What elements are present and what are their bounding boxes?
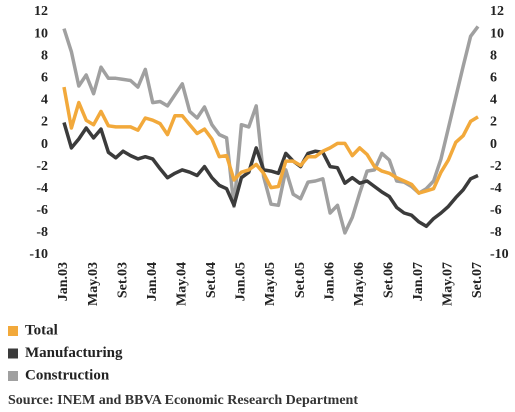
y2-tick-label: 8	[490, 48, 497, 63]
y-tick-label: 4	[41, 93, 48, 108]
y2-tick-label: 10	[490, 26, 504, 41]
x-tick-label: Jan.03	[56, 262, 71, 301]
legend-swatch	[8, 371, 18, 381]
y2-tick-label: -10	[490, 247, 509, 262]
legend: Total Manufacturing Construction	[8, 322, 123, 383]
series-line	[62, 25, 480, 235]
series-line	[62, 86, 479, 195]
x-tick-label: Set.04	[204, 262, 219, 298]
y-tick-label: -8	[36, 225, 48, 240]
y2-tick-label: 6	[490, 70, 497, 85]
x-tick-label: May.03	[86, 262, 101, 306]
y-tick-label: 0	[41, 137, 48, 152]
x-tick-label: Set.05	[293, 262, 308, 298]
x-tick-label: Jan.04	[145, 262, 160, 301]
x-tick-label: Set.07	[470, 262, 485, 298]
x-tick-label: May.04	[175, 262, 190, 306]
y2-tick-label: 2	[490, 115, 497, 130]
y-tick-label: 2	[41, 115, 48, 130]
x-tick-label: Set.03	[115, 262, 130, 298]
x-tick-label: Jan.05	[234, 262, 249, 301]
x-tick-label: Set.06	[382, 262, 397, 298]
legend-swatch	[8, 326, 18, 336]
source-note: Source: INEM and BBVA Economic Research …	[8, 393, 358, 408]
y-tick-label: -10	[29, 247, 48, 262]
y2-tick-label: -2	[490, 159, 502, 174]
legend-label: Construction	[25, 367, 110, 383]
x-tick-label: Jan.06	[322, 262, 337, 301]
y2-tick-label: 4	[490, 93, 497, 108]
series-line	[62, 122, 479, 229]
y-tick-label: 8	[41, 48, 48, 63]
legend-swatch	[8, 348, 18, 359]
y-tick-label: 10	[34, 26, 48, 41]
y-tick-label: -2	[36, 159, 48, 174]
y2-tick-label: 0	[490, 137, 497, 152]
x-tick-label: May.07	[441, 262, 456, 306]
y2-tick-label: -6	[490, 203, 502, 218]
x-tick-label: May.06	[352, 262, 367, 306]
y-tick-label: 12	[34, 4, 48, 19]
y2-tick-label: 12	[490, 4, 504, 19]
y2-tick-label: -4	[490, 181, 502, 196]
y-tick-label: 6	[41, 70, 48, 85]
y-tick-label: -4	[36, 181, 48, 196]
y2-tick-label: -8	[490, 225, 502, 240]
legend-label: Manufacturing	[25, 345, 123, 361]
legend-label: Total	[25, 322, 58, 338]
y-tick-label: -6	[36, 203, 48, 218]
x-tick-label: Jan.07	[411, 262, 426, 301]
x-tick-label: May.05	[263, 262, 278, 306]
